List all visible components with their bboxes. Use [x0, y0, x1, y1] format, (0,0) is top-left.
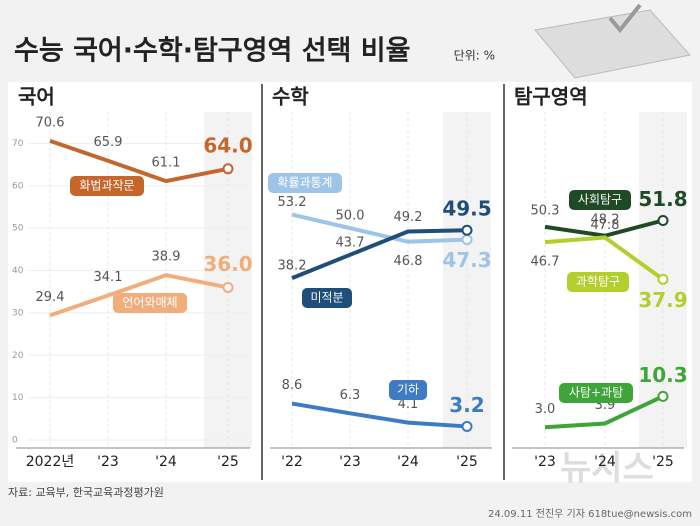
- end-marker: [461, 420, 473, 432]
- series-line: [291, 401, 468, 429]
- value-label: 47.3: [442, 248, 491, 272]
- x-tick-label: '23: [97, 454, 119, 470]
- series-line: [544, 394, 664, 430]
- credit: 24.09.11 전진우 기자 618tue@newsis.com: [488, 508, 692, 520]
- value-label: 38.2: [278, 259, 307, 274]
- value-label: 3.0: [535, 402, 556, 417]
- source: 자료: 교육부, 한국교육과정평가원: [8, 486, 164, 499]
- series-line: [544, 235, 665, 282]
- x-tick-label: '24: [594, 454, 616, 470]
- legend-label: 과학탐구: [576, 275, 620, 289]
- end-marker: [657, 214, 669, 226]
- title: 수능 국어·수학·탐구영역 선택 비율: [14, 36, 410, 67]
- series-tag: [567, 272, 629, 292]
- y-tick-label: 40: [12, 266, 24, 276]
- end-marker: [657, 273, 669, 285]
- value-label: 53.2: [278, 195, 307, 210]
- x-tick-label: '24: [397, 454, 419, 470]
- value-label: 36.0: [203, 252, 252, 276]
- x-tick-label: '25: [456, 454, 478, 470]
- series-tag: [569, 190, 631, 210]
- x-tick-label: 2022년: [26, 454, 75, 470]
- series-tag: [389, 380, 427, 400]
- value-label: 48.2: [591, 212, 620, 227]
- legend-label: 사회탐구: [578, 193, 622, 207]
- paper-icon: [534, 3, 691, 79]
- series-tag: [113, 293, 187, 313]
- end-marker: [222, 163, 234, 175]
- end-marker: [461, 224, 473, 236]
- value-label: 37.9: [638, 288, 687, 312]
- y-tick-label: 20: [12, 351, 24, 361]
- legend-label: 미적분: [310, 291, 343, 305]
- legend-label: 사탐+과탐: [569, 386, 623, 400]
- value-label: 38.9: [152, 250, 181, 265]
- x-tick-label: '24: [155, 454, 177, 470]
- value-label: 65.9: [94, 135, 123, 150]
- value-label: 49.5: [442, 197, 491, 221]
- y-tick-label: 70: [12, 139, 24, 149]
- x-tick-label: '25: [652, 454, 674, 470]
- y-tick-label: 60: [12, 181, 24, 191]
- x-tick-label: '23: [534, 454, 556, 470]
- x-tick-label: '23: [339, 454, 361, 470]
- panel-title: 탐구영역: [514, 85, 588, 109]
- end-marker: [461, 234, 473, 246]
- unit: 단위: %: [454, 49, 495, 63]
- y-tick-label: 0: [12, 436, 18, 446]
- value-label: 50.3: [531, 203, 560, 218]
- value-label: 46.8: [394, 254, 423, 269]
- value-label: 64.0: [203, 133, 252, 157]
- value-label: 3.2: [449, 393, 484, 417]
- value-label: 34.1: [94, 270, 123, 285]
- value-label: 10.3: [638, 363, 687, 387]
- value-label: 70.6: [36, 115, 65, 130]
- end-marker: [657, 390, 669, 402]
- y-tick-label: 50: [12, 224, 24, 234]
- series-line: [49, 273, 229, 318]
- legend-label: 기하: [397, 383, 419, 397]
- legend-label: 확률과통계: [277, 176, 332, 190]
- y-tick-label: 30: [12, 308, 24, 318]
- y-tick-label: 10: [12, 393, 24, 403]
- value-label: 29.4: [36, 290, 65, 305]
- series-line: [291, 228, 468, 280]
- legend-label: 언어와매체: [122, 296, 177, 310]
- logo: 뉴시스: [560, 449, 654, 489]
- panel-title: 국어: [18, 85, 55, 109]
- value-label: 8.6: [282, 378, 303, 393]
- value-label: 47.8: [591, 218, 620, 233]
- value-label: 61.1: [152, 156, 181, 171]
- value-label: 43.7: [336, 235, 365, 250]
- value-label: 4.1: [398, 397, 419, 412]
- value-label: 6.3: [340, 388, 361, 403]
- legend-label: 화법과작문: [79, 179, 134, 193]
- value-label: 49.2: [394, 210, 423, 225]
- panel-title: 수학: [272, 85, 309, 109]
- series-line: [291, 212, 468, 244]
- value-label: 50.0: [336, 209, 365, 224]
- value-label: 46.7: [531, 255, 560, 270]
- end-marker: [222, 281, 234, 293]
- series-tag: [70, 176, 144, 196]
- value-label: 51.8: [638, 187, 687, 211]
- series-tag: [268, 173, 342, 193]
- x-tick-label: '22: [281, 454, 303, 470]
- series-tag: [302, 288, 352, 308]
- series-tag: [559, 383, 633, 403]
- x-tick-label: '25: [217, 454, 239, 470]
- series-line: [49, 138, 229, 184]
